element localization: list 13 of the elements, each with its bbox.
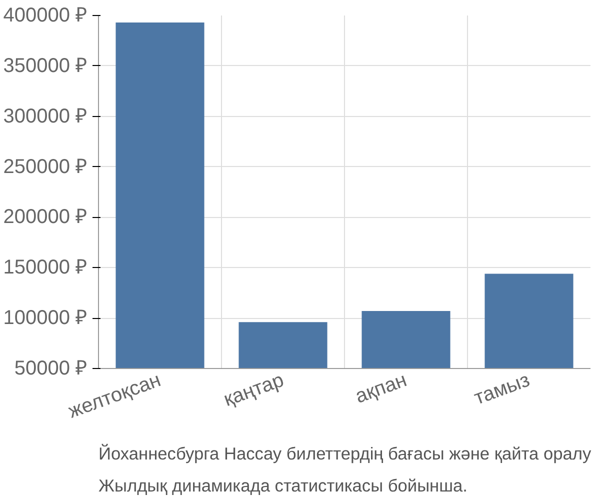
x-tick-label: қаңтар xyxy=(220,369,287,412)
y-tick-label: 250000 ₽ xyxy=(3,156,88,178)
text: Йоханнесбурга Нассау билеттердің бағасы және қайта оралу xyxy=(98,444,592,464)
y-tick-label: 400000 ₽ xyxy=(3,4,88,26)
x-tick-label: тамыз xyxy=(471,369,533,410)
y-tick-label: 150000 ₽ xyxy=(3,256,88,279)
y-tick-label: 300000 ₽ xyxy=(3,105,88,128)
y-tick-label: 200000 ₽ xyxy=(3,206,88,228)
text: Жылдық динамикада статистикасы бойынша. xyxy=(98,476,468,496)
y-tick-label: 100000 ₽ xyxy=(3,307,88,330)
y-tick-label: 50000 ₽ xyxy=(14,358,88,380)
y-tick-label: 350000 ₽ xyxy=(3,54,88,77)
x-tick-label: ақпан xyxy=(352,369,410,408)
